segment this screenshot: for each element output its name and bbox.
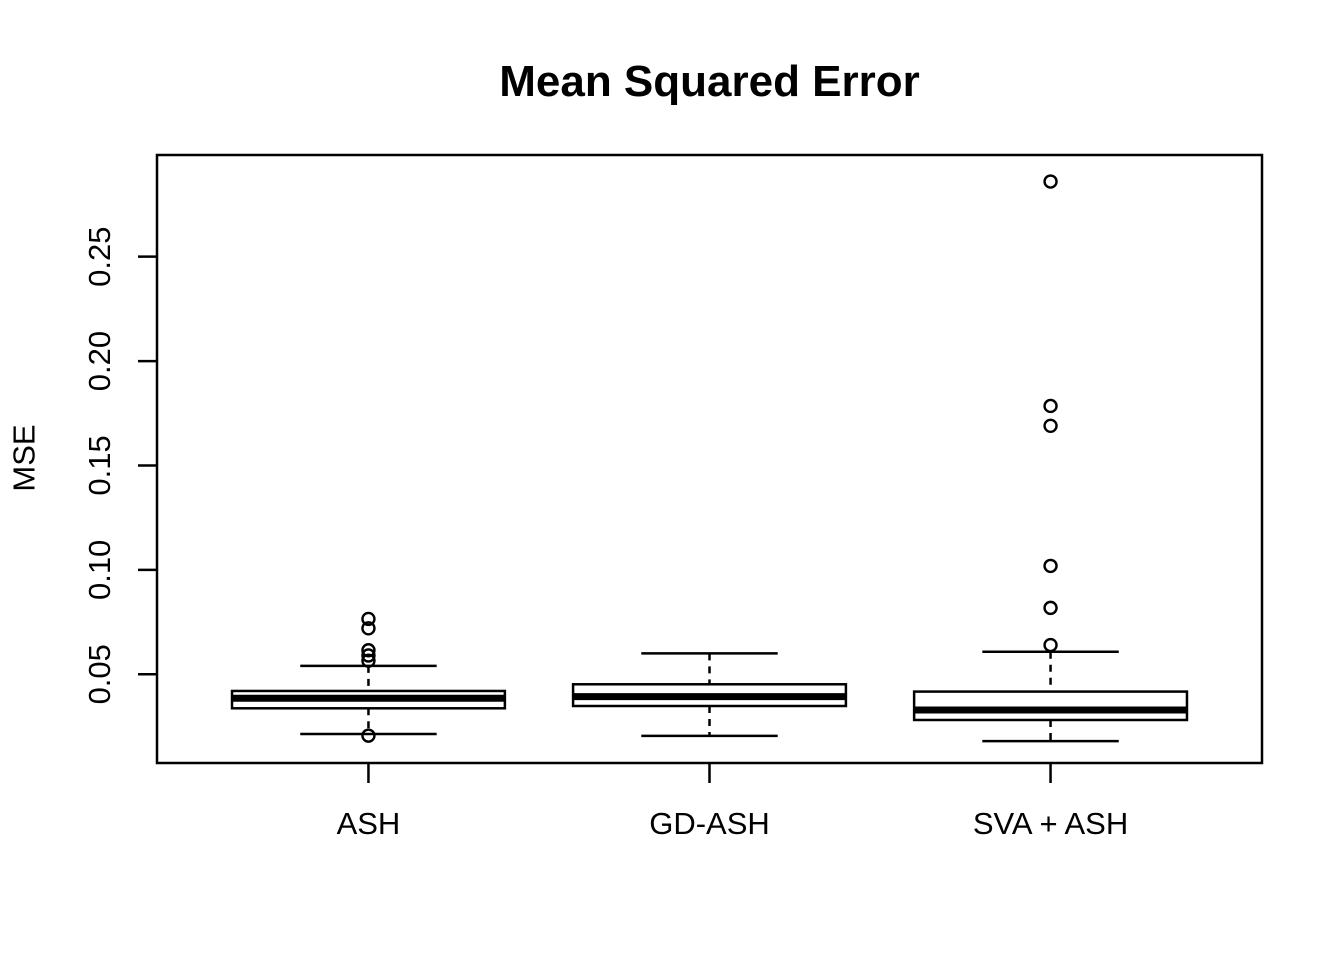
outlier-point	[361, 648, 376, 663]
outlier-point	[361, 611, 376, 627]
outlier-point	[361, 643, 376, 658]
y-axis-tick-label: 0.10	[82, 540, 117, 600]
x-axis-label: GD-ASH	[649, 806, 770, 841]
y-axis-tick-label: 0.15	[82, 435, 117, 495]
outlier-point	[1043, 558, 1058, 574]
y-axis-tick-label: 0.25	[82, 227, 117, 287]
outlier-point	[1043, 174, 1058, 189]
outlier-point	[361, 621, 376, 636]
outlier-point	[1043, 637, 1058, 653]
outlier-point	[1043, 418, 1058, 434]
x-axis-label: ASH	[337, 806, 401, 841]
outlier-point	[1043, 398, 1058, 414]
outlier-point	[361, 653, 376, 668]
outlier-point	[1043, 600, 1058, 616]
y-axis-tick-label: 0.05	[82, 644, 117, 704]
y-axis-tick-label: 0.20	[82, 331, 117, 391]
iqr-box	[912, 690, 1189, 722]
outlier-point	[361, 728, 376, 743]
chart-title: Mean Squared Error	[499, 57, 920, 106]
x-axis-label: SVA + ASH	[973, 806, 1128, 841]
